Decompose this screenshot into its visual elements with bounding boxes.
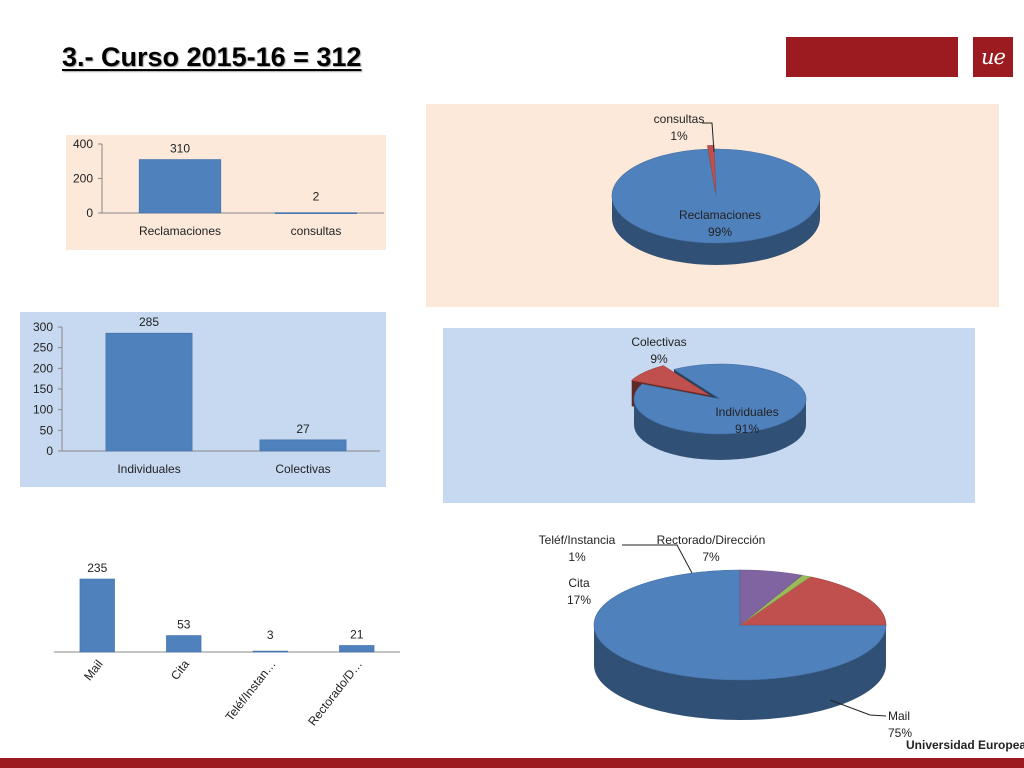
pie-slice-side (612, 196, 820, 265)
pie-chart-individuales-colectivas: Individuales 91% Colectivas 9% (443, 328, 975, 503)
pie-slice-side (634, 399, 806, 460)
y-tick-label: 150 (33, 382, 53, 396)
bar-chart-individuales-colectivas: 0 50 100 150 200 250 300 285 Individuales 27 Colec… (20, 312, 386, 487)
pie-leader-line (622, 544, 693, 574)
bar (339, 645, 375, 653)
x-category-label: Colectivas (275, 462, 330, 476)
chart-2-svg: 0 50 100 150 200 250 300 285 Individuales 27 Colec… (20, 312, 386, 487)
bar-data-label: 53 (177, 618, 191, 632)
y-tick-label: 100 (33, 403, 53, 417)
bar-data-label: 3 (267, 628, 274, 642)
bar-data-label: 27 (296, 422, 310, 436)
chart-0-svg-background (66, 135, 386, 250)
bar-chart-reclamaciones-consultas: 0 200 400 310 Reclamaciones 2 consultas (66, 135, 386, 250)
pie-slice (633, 363, 807, 435)
bar-chart-canales: 235 Mail 53 Cita 3 Teléf/Instan… 21 Rectorado/D… (20, 555, 410, 728)
pie-percent-label: 1% (568, 550, 586, 564)
y-tick-label: 50 (40, 423, 54, 437)
chart-5-svg: Mail 75% Cita 17% Teléf/Instancia 1% Rectorado… (530, 525, 912, 750)
pie-slice-side (594, 625, 886, 720)
pie-leader-line (702, 122, 715, 153)
bar (166, 635, 202, 653)
pie-percent-label: 9% (650, 352, 668, 366)
pie-percent-label: 99% (708, 225, 732, 239)
pie-percent-label: 17% (567, 593, 591, 607)
pie-percent-label: 75% (888, 726, 912, 740)
pie-percent-label: 7% (702, 550, 720, 564)
pie-category-label: Mail (888, 709, 910, 723)
chart-4-svg: 235Mail53Cita3Teléf/Instan…21Rectorado/D… (20, 555, 410, 728)
pie-category-label: Colectivas (631, 335, 686, 349)
pie-percent-label: 1% (670, 129, 688, 143)
pie-category-label: Cita (568, 576, 590, 590)
chart-1-svg: Reclamaciones 99% consultas 1% (426, 104, 999, 307)
bar-data-label: 310 (170, 142, 190, 156)
pie-slice (739, 576, 887, 626)
slide-title: 3.- Curso 2015-16 = 312 (62, 42, 362, 72)
bar (105, 332, 193, 452)
x-category-label: Individuales (117, 462, 180, 476)
y-tick-label: 0 (86, 206, 93, 220)
pie-category-label: Teléf/Instancia (539, 533, 616, 547)
y-tick-label: 200 (73, 172, 93, 186)
pie-category-label: Reclamaciones (679, 208, 761, 222)
pie-leader-line (829, 699, 887, 717)
pie-slice (611, 148, 821, 244)
pie-slice (631, 365, 710, 396)
pie-category-label: Rectorado/Dirección (657, 533, 766, 547)
chart-2-svg-background (20, 312, 386, 487)
bar-data-label: 285 (139, 315, 159, 329)
y-tick-label: 400 (73, 137, 93, 151)
bar (79, 578, 115, 653)
y-tick-label: 200 (33, 361, 53, 375)
pie-chart-canales: Mail 75% Cita 17% Teléf/Instancia 1% Rectorado… (530, 525, 912, 750)
bar (252, 650, 288, 653)
pie-slice (739, 569, 803, 626)
y-tick-label: 300 (33, 320, 53, 334)
footer-brand: Universidad Europea (906, 738, 1024, 752)
brand-bar (786, 37, 958, 77)
bar (138, 159, 222, 214)
y-tick-label: 250 (33, 341, 53, 355)
x-category-label: consultas (291, 224, 342, 238)
pie-category-label: Individuales (715, 405, 778, 419)
pie-category-label: consultas (654, 112, 705, 126)
ue-logo: ue (973, 37, 1013, 77)
chart-0-svg: 0 200 400 310 Reclamaciones 2 consultas (66, 135, 386, 250)
y-tick-label: 0 (46, 444, 53, 458)
bar-data-label: 21 (350, 627, 364, 641)
bar (274, 212, 358, 214)
pie-percent-label: 91% (735, 422, 759, 436)
bar-data-label: 2 (313, 190, 320, 204)
bar (259, 439, 347, 452)
footer-bar (0, 758, 1024, 768)
bar-data-label: 235 (87, 561, 107, 575)
pie-chart-reclamaciones-consultas: Reclamaciones 99% consultas 1% (426, 104, 999, 307)
chart-3-svg: Individuales 91% Colectivas 9% (443, 328, 975, 503)
x-category-label: Reclamaciones (139, 224, 221, 238)
